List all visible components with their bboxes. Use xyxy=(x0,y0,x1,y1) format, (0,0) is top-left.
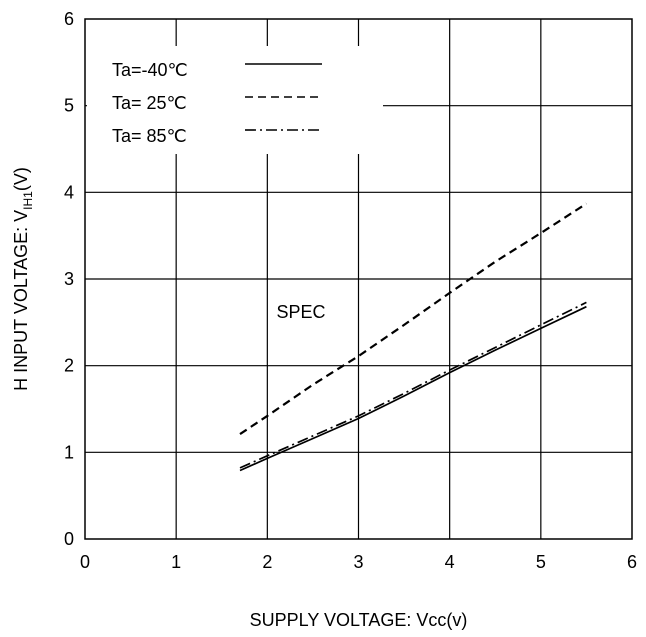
y-tick-labels: 0 1 2 3 4 5 6 xyxy=(64,9,74,549)
y-tick-label: 4 xyxy=(64,182,74,202)
x-tick-label: 6 xyxy=(627,552,637,572)
x-tick-label: 1 xyxy=(171,552,181,572)
legend-background xyxy=(87,46,383,154)
plot-frame xyxy=(84,18,633,540)
legend-label-2: Ta= 25℃ xyxy=(112,93,187,113)
y-tick-label: 3 xyxy=(64,269,74,289)
legend-label-3: Ta= 85℃ xyxy=(112,126,187,146)
series-layer xyxy=(239,202,587,472)
x-tick-label: 0 xyxy=(80,552,90,572)
legend-label-1: Ta=-40℃ xyxy=(112,60,188,80)
x-tick-labels: 0 1 2 3 4 5 6 xyxy=(80,552,637,572)
annotation-label: SPEC xyxy=(276,302,325,322)
x-tick-label: 5 xyxy=(536,552,546,572)
y-axis-label-main: H INPUT VOLTAGE: V xyxy=(11,210,31,391)
x-tick-label: 3 xyxy=(353,552,363,572)
series-line-3 xyxy=(239,301,587,469)
y-tick-label: 6 xyxy=(64,9,74,29)
y-axis-label-unit: (V) xyxy=(11,167,31,191)
series-line-2 xyxy=(239,202,587,436)
x-tick-label: 4 xyxy=(445,552,455,572)
series-line-1 xyxy=(239,305,587,472)
legend: Ta=-40℃ Ta= 25℃ Ta= 85℃ xyxy=(112,60,322,146)
y-tick-label: 5 xyxy=(64,96,74,116)
y-tick-label: 1 xyxy=(64,442,74,462)
y-axis-label: H INPUT VOLTAGE: VIH1(V) xyxy=(11,167,35,391)
y-tick-label: 0 xyxy=(64,529,74,549)
annotations: SPEC xyxy=(276,302,325,322)
x-axis-label: SUPPLY VOLTAGE: Vcc(v) xyxy=(250,610,468,630)
y-axis-label-subscript: IH1 xyxy=(21,191,35,210)
y-tick-label: 2 xyxy=(64,356,74,376)
x-tick-label: 2 xyxy=(262,552,272,572)
